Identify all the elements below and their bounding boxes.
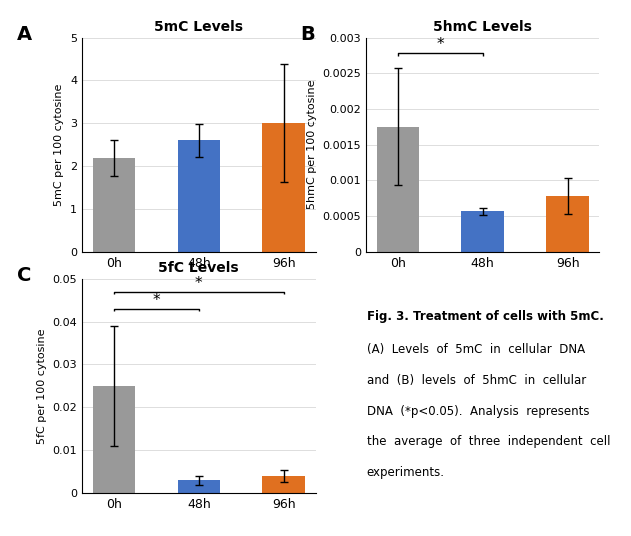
Text: and  (B)  levels  of  5hmC  in  cellular: and (B) levels of 5hmC in cellular (367, 374, 586, 387)
Text: the  average  of  three  independent  cell: the average of three independent cell (367, 435, 610, 449)
Title: 5fC Levels: 5fC Levels (158, 261, 239, 275)
Bar (177, 480, 220, 493)
Bar (377, 127, 419, 252)
Text: C: C (16, 266, 31, 285)
Text: *: * (437, 38, 444, 53)
Text: B: B (300, 25, 316, 43)
Text: *: * (153, 293, 160, 308)
Y-axis label: 5fC per 100 cytosine: 5fC per 100 cytosine (37, 328, 47, 444)
Bar (461, 211, 504, 252)
Text: experiments.: experiments. (367, 466, 445, 479)
Text: Fig. 3. Treatment of cells with 5mC.: Fig. 3. Treatment of cells with 5mC. (367, 310, 603, 323)
Bar (177, 140, 220, 252)
Text: A: A (16, 25, 32, 43)
Bar (93, 158, 135, 252)
Text: *: * (195, 276, 203, 291)
Bar (262, 476, 305, 493)
Title: 5hmC Levels: 5hmC Levels (433, 20, 532, 34)
Bar (93, 386, 135, 493)
Text: DNA  (*p<0.05).  Analysis  represents: DNA (*p<0.05). Analysis represents (367, 405, 589, 418)
Title: 5mC Levels: 5mC Levels (154, 20, 244, 34)
Y-axis label: 5hmC per 100 cytosine: 5hmC per 100 cytosine (307, 80, 317, 210)
Bar (546, 196, 589, 252)
Text: (A)  Levels  of  5mC  in  cellular  DNA: (A) Levels of 5mC in cellular DNA (367, 344, 585, 356)
Y-axis label: 5mC per 100 cytosine: 5mC per 100 cytosine (54, 84, 64, 206)
Bar (262, 123, 305, 252)
